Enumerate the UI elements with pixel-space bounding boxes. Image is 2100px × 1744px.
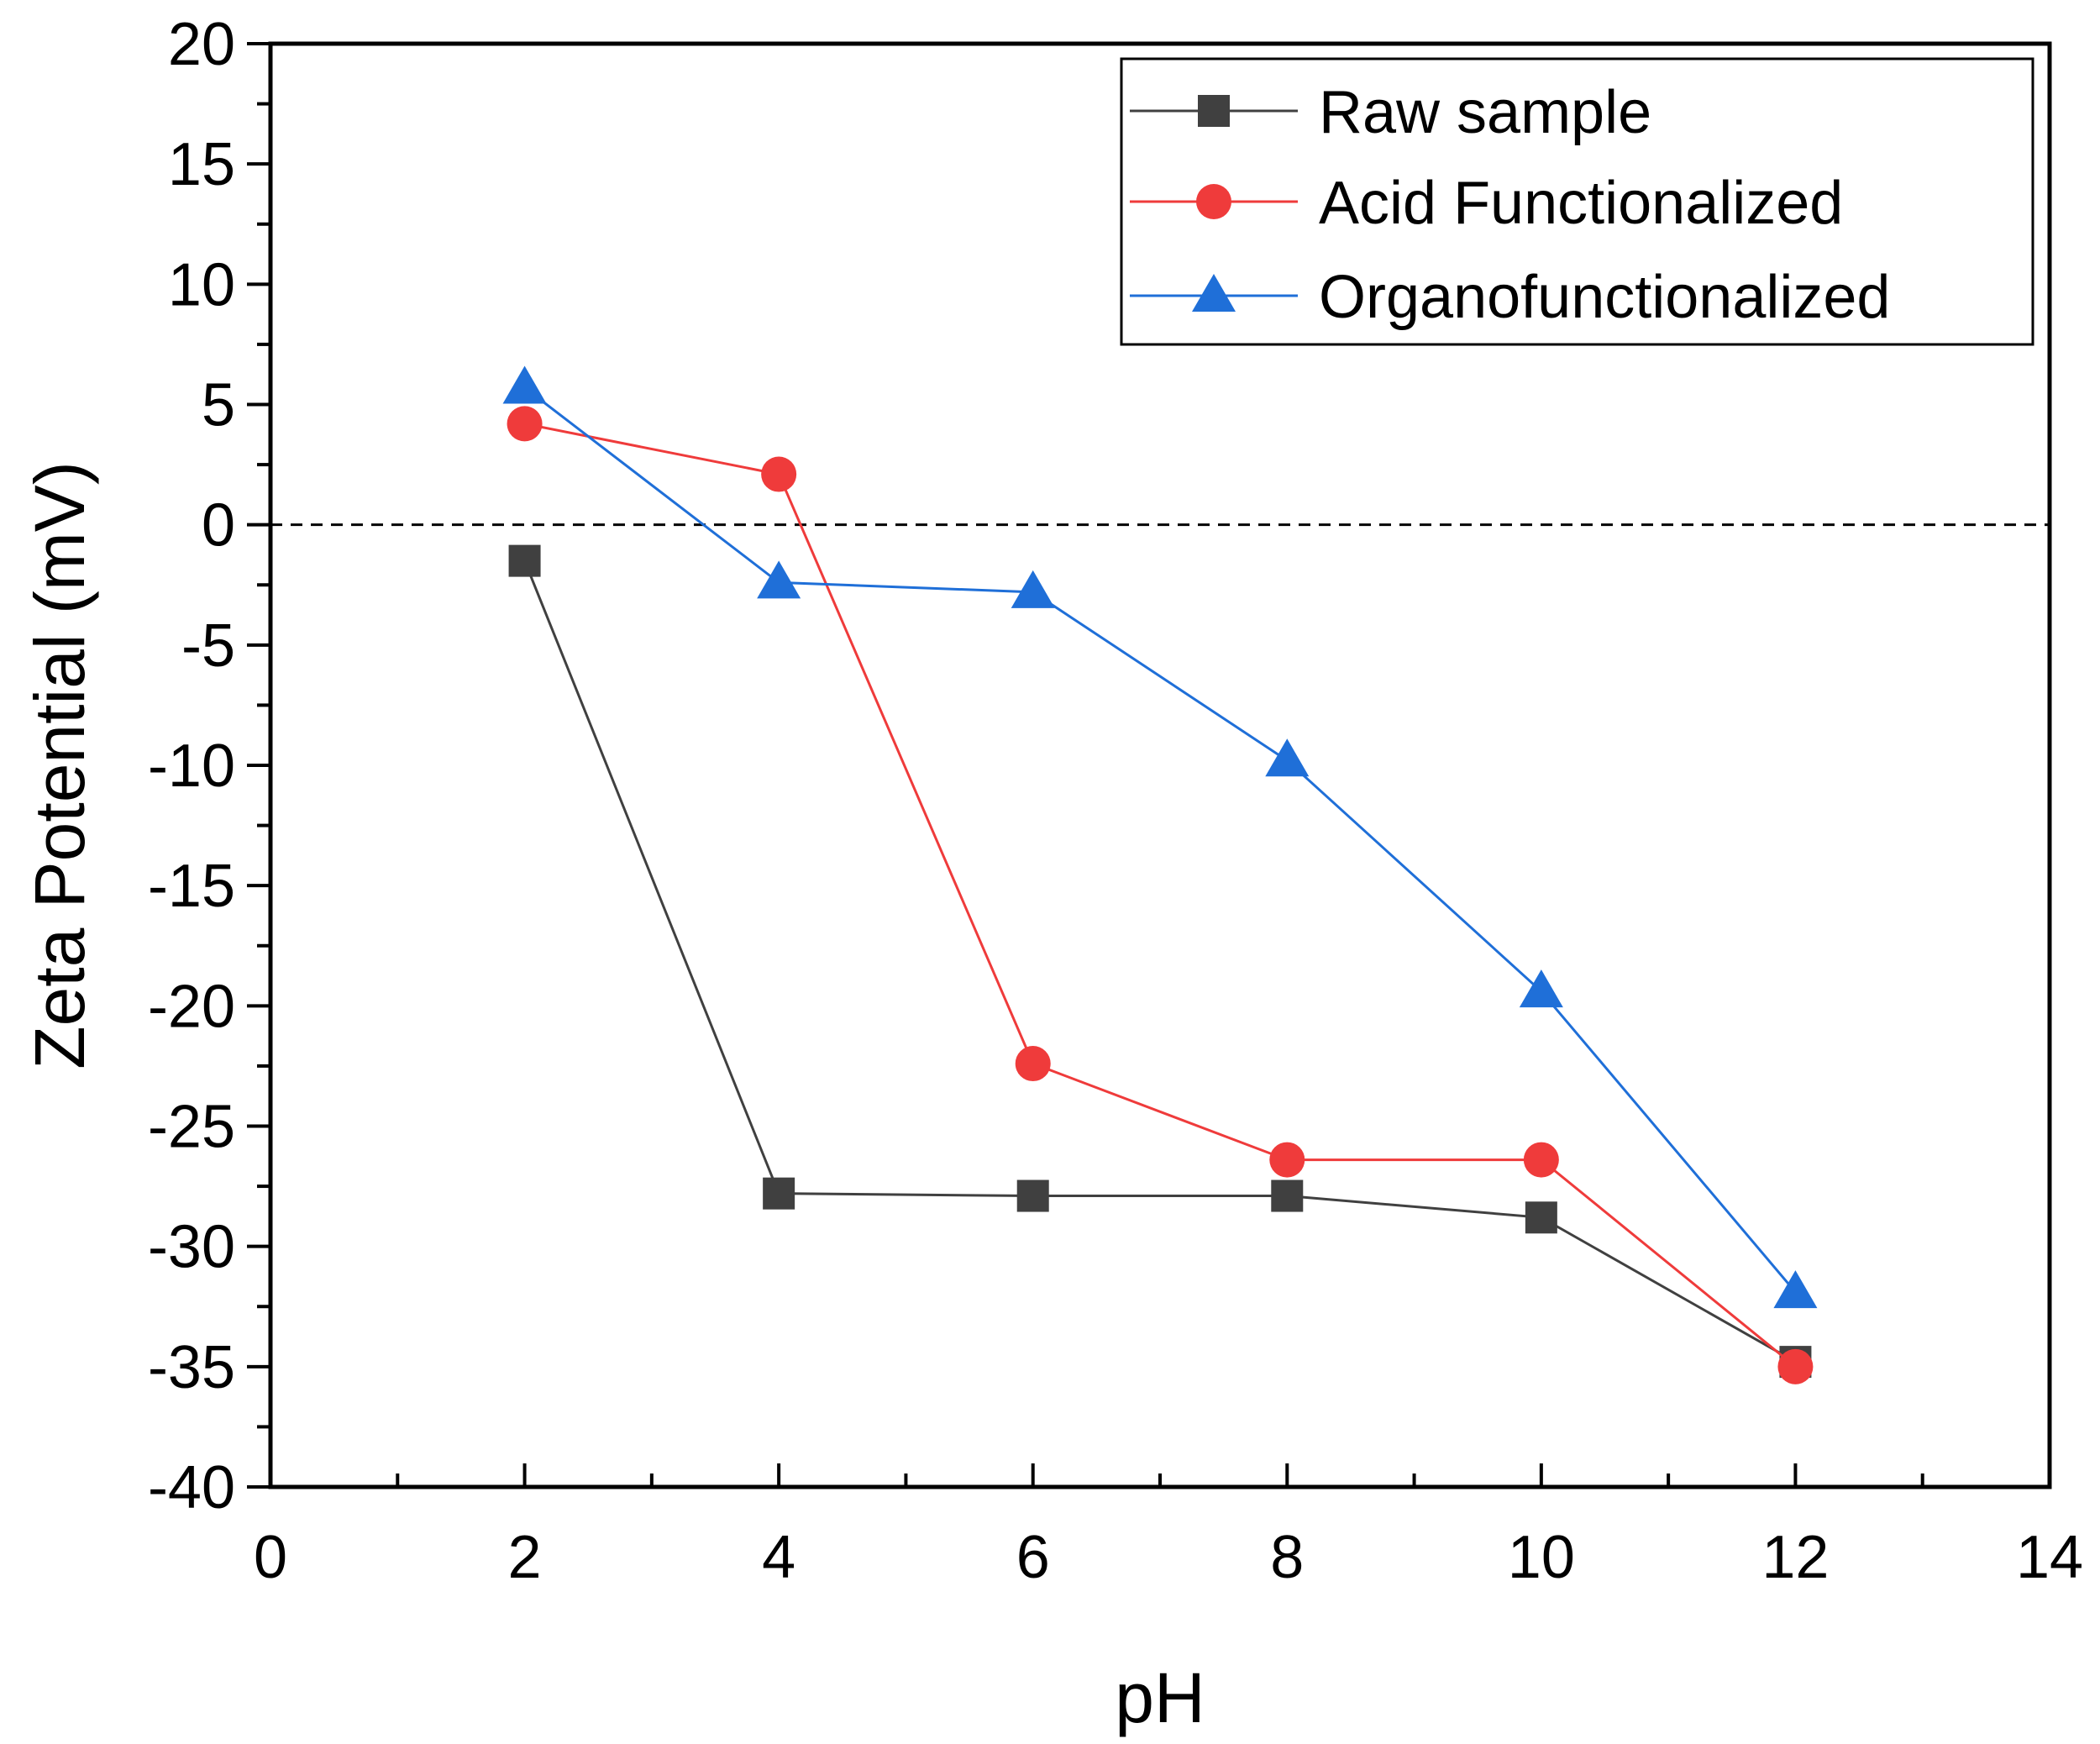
data-point	[1519, 969, 1563, 1008]
y-tick-label: -20	[148, 973, 235, 1040]
x-tick-label: 14	[2016, 1524, 2083, 1591]
series-organofunctionalized	[502, 365, 1818, 1309]
legend-label: Organofunctionalized	[1319, 264, 1890, 331]
data-point	[1773, 1270, 1818, 1309]
legend-marker	[1198, 95, 1230, 127]
x-tick-label: 4	[762, 1524, 795, 1591]
x-tick-label: 10	[1508, 1524, 1575, 1591]
data-point	[1269, 1142, 1305, 1178]
data-point	[1777, 1348, 1814, 1384]
y-tick-label: 5	[202, 372, 235, 439]
y-tick-label: -15	[148, 853, 235, 920]
plot-area-frame	[268, 41, 2052, 1489]
data-point	[1523, 1142, 1559, 1178]
data-point	[1015, 1046, 1051, 1082]
y-tick-label: 20	[168, 11, 235, 78]
x-tick-label: 2	[508, 1524, 542, 1591]
data-point	[507, 406, 543, 442]
data-point	[1271, 1179, 1304, 1212]
series-raw-sample	[508, 544, 1812, 1379]
y-tick-label: -25	[148, 1094, 235, 1161]
y-tick-label: -40	[148, 1454, 235, 1521]
data-point	[1011, 570, 1055, 608]
series-acid-functionalized	[507, 406, 1814, 1384]
x-tick-label: 6	[1016, 1524, 1050, 1591]
x-axis-title: pH	[1115, 1658, 1205, 1737]
data-point	[502, 365, 547, 404]
series-line	[524, 422, 1797, 1368]
data-point	[1016, 1179, 1049, 1212]
x-tick-label: 8	[1270, 1524, 1304, 1591]
y-tick-label: -30	[148, 1214, 235, 1281]
y-tick-label: -5	[181, 612, 235, 680]
data-point	[508, 544, 541, 577]
data-point	[763, 1177, 795, 1210]
legend-label: Raw sample	[1319, 79, 1651, 146]
y-tick-label: -10	[148, 733, 235, 800]
data-point	[761, 456, 797, 492]
y-tick-label: -35	[148, 1334, 235, 1401]
y-tick-label: 15	[168, 131, 235, 198]
legend: Raw sample Acid Functionalized Organofunct…	[1120, 57, 2034, 346]
series-layer	[502, 365, 1818, 1384]
series-line	[523, 386, 1797, 1294]
data-point	[1525, 1201, 1557, 1234]
y-tick-label: 0	[202, 492, 235, 559]
legend-label: Acid Functionalized	[1319, 170, 1843, 237]
y-tick-label: 10	[168, 251, 235, 318]
data-point	[757, 560, 801, 599]
data-point	[1265, 738, 1310, 777]
legend-marker	[1192, 274, 1236, 312]
legend-marker	[1196, 184, 1231, 219]
x-tick-label: 0	[254, 1524, 287, 1591]
y-axis-title: Zeta Potential (mV)	[20, 461, 99, 1069]
series-line	[523, 560, 1797, 1363]
x-tick-label: 12	[1761, 1524, 1829, 1591]
axis-ticks: 0 2 4 6 8 10 12 14 -40 -35 -30 -25 -20 -15 -10 -5 0 5 10 15…	[148, 11, 2083, 1591]
